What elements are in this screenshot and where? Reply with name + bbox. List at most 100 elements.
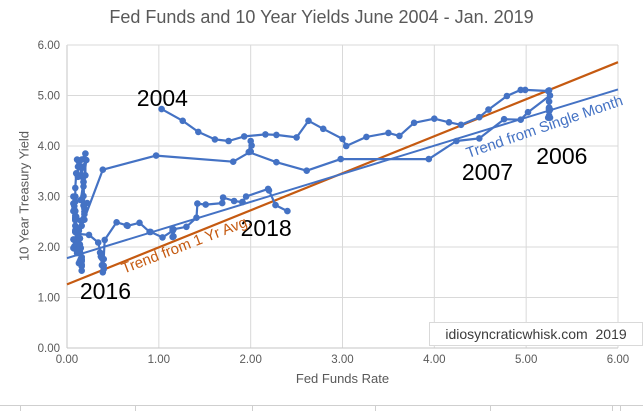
data-point bbox=[410, 119, 418, 127]
data-point bbox=[303, 167, 311, 174]
data-point bbox=[425, 155, 433, 163]
chart-title: Fed Funds and 10 Year Yields June 2004 -… bbox=[109, 7, 534, 27]
data-point bbox=[457, 121, 465, 129]
x-tick-label: 1.00 bbox=[148, 354, 170, 366]
data-point bbox=[272, 201, 279, 209]
data-point bbox=[70, 200, 77, 207]
data-point bbox=[211, 136, 219, 143]
y-tick-label: 5.00 bbox=[38, 91, 60, 103]
y-tick-label: 3.00 bbox=[38, 192, 60, 204]
annotation-2016: 2016 bbox=[80, 278, 131, 304]
data-point bbox=[72, 184, 79, 192]
cell-border-tick bbox=[252, 406, 253, 411]
data-point bbox=[136, 219, 143, 227]
trend-line-trend-from-single-month bbox=[66, 88, 619, 260]
data-point bbox=[546, 92, 554, 99]
data-point bbox=[202, 201, 209, 208]
annotation-2004: 2004 bbox=[137, 85, 188, 111]
data-point bbox=[431, 115, 438, 122]
data-point bbox=[82, 150, 89, 157]
data-point bbox=[113, 219, 120, 226]
data-point bbox=[72, 216, 79, 224]
data-point bbox=[521, 86, 529, 94]
data-point bbox=[194, 200, 201, 207]
cell-border-tick bbox=[490, 406, 491, 411]
data-point bbox=[524, 108, 532, 116]
data-point bbox=[247, 148, 254, 155]
data-point bbox=[225, 137, 232, 145]
data-point bbox=[476, 135, 483, 142]
data-point bbox=[485, 106, 492, 113]
y-tick-label: 1.00 bbox=[38, 293, 60, 305]
annotation-2006: 2006 bbox=[536, 143, 587, 169]
data-point bbox=[503, 92, 511, 100]
data-point bbox=[319, 125, 327, 133]
spreadsheet-row-border bbox=[0, 405, 643, 411]
data-point bbox=[339, 135, 346, 143]
data-point bbox=[100, 262, 107, 270]
data-point bbox=[240, 133, 248, 140]
data-point bbox=[81, 205, 88, 212]
data-point bbox=[158, 105, 165, 113]
cell-border-tick bbox=[135, 406, 136, 411]
data-point bbox=[239, 198, 246, 206]
x-tick-label: 4.00 bbox=[423, 354, 445, 366]
data-point bbox=[363, 133, 370, 141]
data-point bbox=[230, 197, 238, 205]
data-point bbox=[99, 166, 107, 173]
data-point bbox=[242, 193, 250, 200]
data-point bbox=[80, 178, 87, 186]
data-point bbox=[273, 158, 280, 166]
data-point bbox=[545, 98, 553, 105]
data-point bbox=[72, 207, 79, 215]
data-point bbox=[545, 87, 553, 94]
y-tick-label: 2.00 bbox=[38, 242, 60, 254]
data-point bbox=[80, 192, 87, 200]
annotation-2007: 2007 bbox=[462, 159, 513, 185]
data-point bbox=[265, 187, 273, 194]
y-tick-label: 0.00 bbox=[38, 343, 60, 355]
y-tick-label: 6.00 bbox=[38, 40, 60, 52]
watermark-label: idiosyncraticwhisk.com 2019 bbox=[429, 322, 643, 346]
x-tick-label: 2.00 bbox=[239, 354, 261, 366]
data-point bbox=[77, 255, 85, 263]
data-point bbox=[100, 255, 107, 263]
data-point bbox=[545, 104, 553, 112]
data-point bbox=[284, 207, 291, 215]
data-point bbox=[445, 119, 453, 126]
data-point bbox=[219, 194, 227, 201]
gridlines bbox=[66, 44, 619, 349]
data-point bbox=[78, 156, 85, 163]
data-point bbox=[218, 199, 226, 207]
x-tick-label: 3.00 bbox=[331, 354, 353, 366]
data-point bbox=[85, 231, 93, 239]
data-point bbox=[273, 131, 280, 139]
data-point bbox=[385, 129, 392, 137]
data-point bbox=[147, 228, 154, 236]
data-point bbox=[396, 132, 403, 140]
data-point bbox=[159, 234, 166, 241]
data-point bbox=[248, 142, 255, 149]
data-point bbox=[183, 223, 190, 231]
data-point bbox=[293, 134, 300, 141]
data-point bbox=[229, 158, 237, 165]
data-point bbox=[337, 155, 345, 163]
data-point bbox=[124, 222, 131, 230]
data-point bbox=[152, 152, 160, 159]
data-point bbox=[195, 128, 202, 136]
data-point bbox=[500, 115, 508, 123]
data-point bbox=[74, 246, 82, 254]
data-point bbox=[169, 233, 176, 241]
data-point bbox=[74, 230, 82, 238]
data-point bbox=[305, 117, 312, 125]
data-point bbox=[72, 170, 80, 177]
x-axis-title: Fed Funds Rate bbox=[295, 371, 390, 386]
y-tick-label: 4.00 bbox=[38, 141, 60, 153]
cell-border-tick bbox=[20, 406, 21, 411]
data-point bbox=[342, 142, 350, 150]
data-point bbox=[170, 226, 177, 233]
data-point bbox=[81, 216, 88, 223]
data-point bbox=[546, 114, 554, 121]
